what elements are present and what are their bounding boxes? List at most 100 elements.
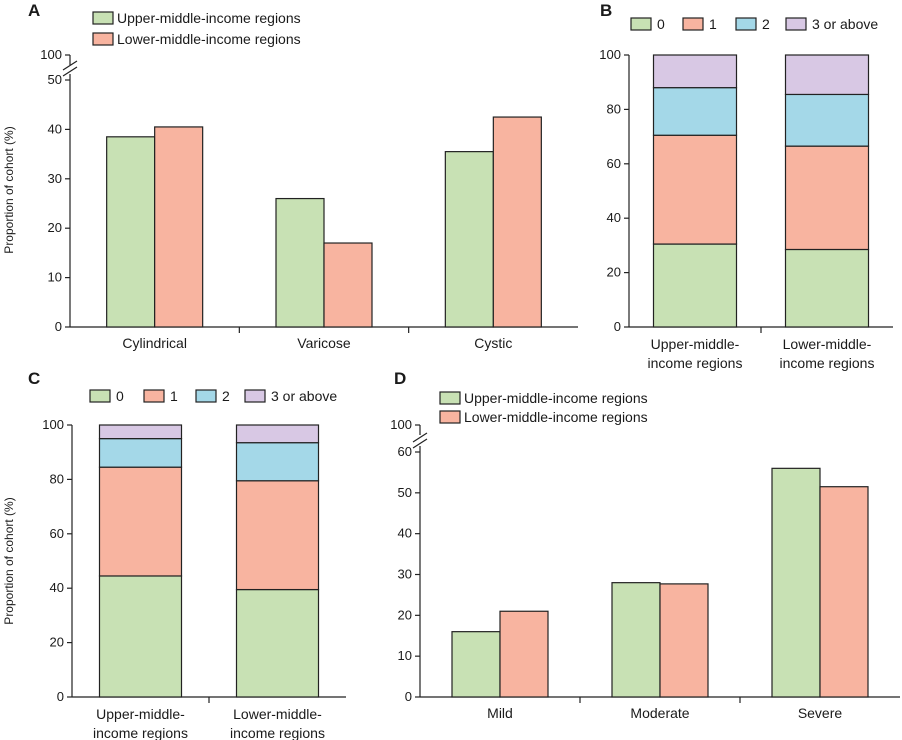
y-axis-label: Proportion of cohort (%) [2,497,16,624]
legend-label: 1 [170,388,178,404]
x-tick-label-line: Upper-middle- [651,336,740,352]
legend: Upper-middle-income regions Lower-middle-… [439,390,648,425]
panel-letter: A [28,1,40,20]
bar-a-2-1 [492,116,542,328]
legend-label: Lower-middle-income regions [117,31,301,47]
bar-segment-b-1-0 [784,248,870,328]
x-tick-label-line: income regions [93,725,188,740]
y-tick-label: 40 [398,526,412,541]
y-tick-label: 40 [50,580,64,595]
panel-letter: D [394,369,406,388]
bar-segment-c-1-1 [235,480,320,591]
y-tick-label: 50 [48,72,62,87]
bar-segment-b-0-0 [652,243,738,328]
bar-d-0-0 [451,631,501,698]
legend-label: 3 or above [271,388,337,404]
x-tick-label: Cylindrical [122,335,187,351]
y-tick-label: 20 [50,635,64,650]
bar-segment-c-0-1 [98,466,183,577]
y-tick-label: 10 [398,648,412,663]
y-tick-label: 60 [607,156,621,171]
legend-swatch [785,17,807,31]
y-tick-label-break: 100 [390,417,412,432]
bar-segment-c-1-0 [235,588,320,698]
axis-break-mark [412,432,428,443]
bar-segment-b-0-2 [652,87,738,136]
y-tick-label: 0 [57,689,64,704]
y-tick-label: 80 [50,471,64,486]
bar-segment-c-0-0 [98,575,183,698]
bar-d-2-0 [771,467,821,698]
bar-d-1-0 [611,582,661,698]
x-tick-label-line: Upper-middle- [96,706,185,722]
x-tick-label: Lower-middle-income regions [780,336,875,371]
bar-segment-b-1-2 [784,93,870,147]
legend-label: 0 [116,388,124,404]
bar-segment-c-0-2 [98,438,183,468]
legend-swatch [92,32,114,46]
x-tick-label-line: Lower-middle- [233,706,322,722]
axis-break-mark [62,60,78,71]
y-tick-label: 100 [42,417,64,432]
legend-label: Lower-middle-income regions [464,409,648,425]
legend-swatch [439,391,461,405]
bar-a-1-1 [323,242,373,328]
legend-label: Upper-middle-income regions [464,390,648,406]
x-tick-label: Severe [798,705,843,721]
legend-swatch [244,389,266,403]
y-tick-label: 20 [48,220,62,235]
y-tick-label: 30 [398,567,412,582]
bar-segment-c-1-2 [235,442,320,482]
panel-d: D 100 0 10 20 30 40 50 60 Mild Moderate Severe Upper… [390,369,900,721]
legend-label: Upper-middle-income regions [117,10,301,26]
legend: 0 1 2 3 or above [630,16,878,32]
y-tick-label: 40 [607,210,621,225]
legend-label: 1 [709,16,717,32]
y-tick-label-break: 100 [40,47,62,62]
y-tick-label: 0 [55,319,62,334]
panel-a: A 100 0 10 20 30 40 50 Proportion of cohort (%) C… [2,1,578,351]
x-tick-label-line: income regions [230,725,325,740]
bar-d-1-1 [659,583,709,698]
y-axis-label: Proportion of cohort (%) [2,126,16,253]
x-tick-label-line: income regions [648,355,743,371]
legend: 0 1 2 3 or above [89,388,337,404]
legend-swatch [630,17,652,31]
bar-a-0-1 [154,126,204,328]
legend-label: 2 [762,16,770,32]
bar-segment-b-1-3 [784,54,870,96]
x-tick-label: Upper-middle-income regions [93,706,188,740]
legend-swatch [89,389,111,403]
legend-swatch [92,11,114,25]
legend-swatch [143,389,165,403]
y-tick-label: 60 [398,444,412,459]
axis-break-mark [62,66,78,77]
bar-a-2-0 [444,151,494,328]
x-tick-label: Upper-middle-income regions [648,336,743,371]
axis-break-mark [412,438,428,449]
x-tick-label: Mild [487,705,513,721]
bar-a-0-0 [106,136,156,328]
bar-d-2-1 [819,486,869,698]
bar-segment-b-1-1 [784,145,870,251]
bar-segment-c-0-3 [98,424,183,440]
legend-label: 0 [657,16,665,32]
y-tick-label: 80 [607,101,621,116]
legend-swatch [735,17,757,31]
y-tick-label: 10 [48,270,62,285]
panel-letter: B [600,1,612,20]
y-tick-label: 20 [607,265,621,280]
x-tick-label-line: income regions [780,355,875,371]
x-tick-label: Cystic [474,335,512,351]
y-tick-label: 60 [50,526,64,541]
x-tick-label: Lower-middle-income regions [230,706,325,740]
x-tick-label: Varicose [297,335,351,351]
legend-label: 3 or above [812,16,878,32]
y-tick-label: 100 [599,47,621,62]
x-tick-label-line: Lower-middle- [783,336,872,352]
legend-swatch [682,17,704,31]
y-tick-label: 0 [614,319,621,334]
legend: Upper-middle-income regions Lower-middle-… [92,10,301,47]
